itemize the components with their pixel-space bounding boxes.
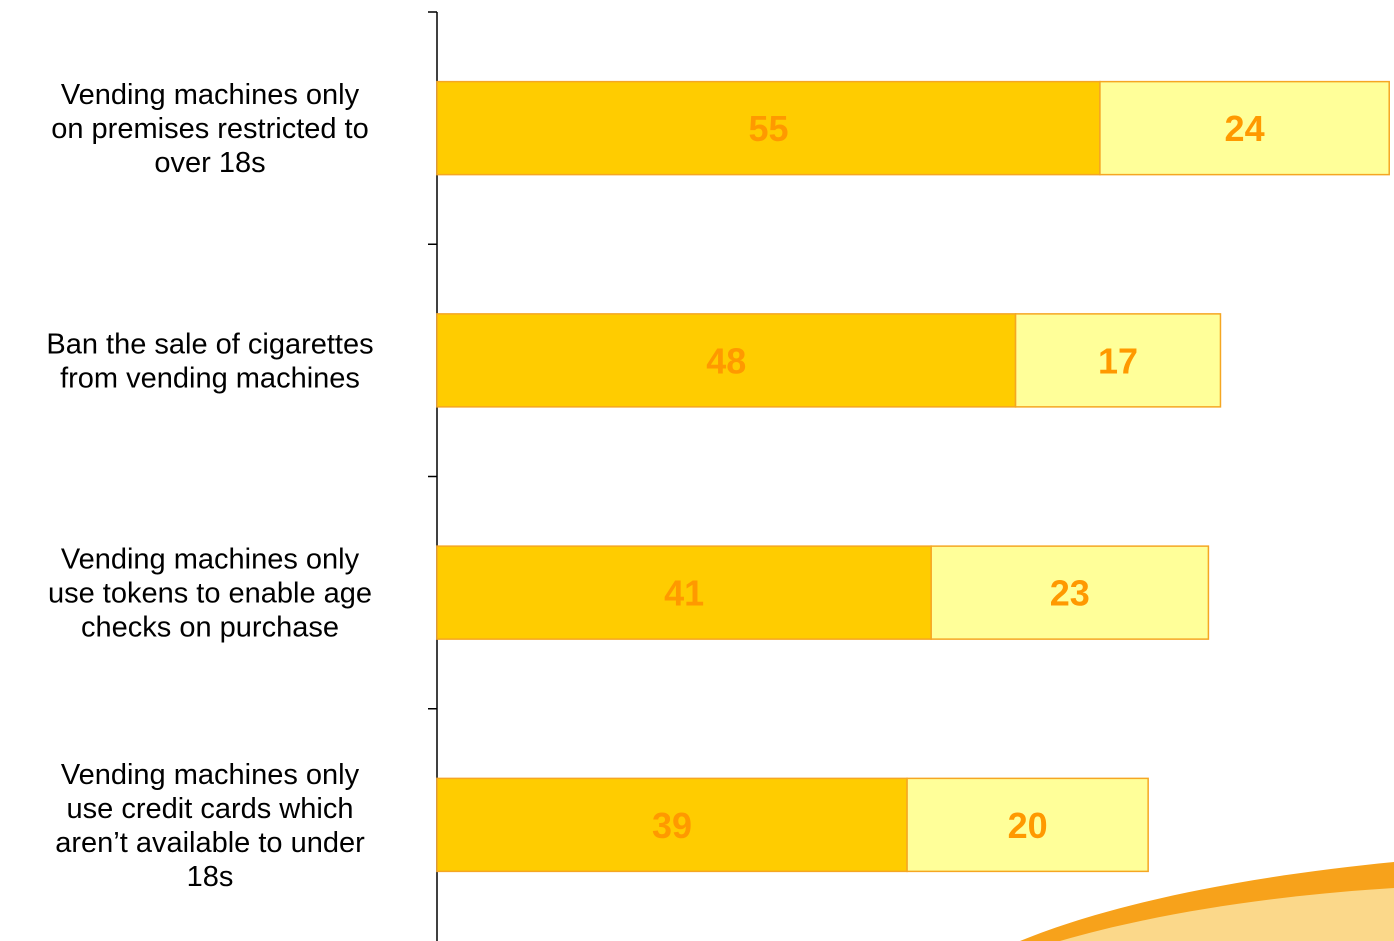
decorative-swoosh — [1020, 862, 1394, 941]
category-label-4: Vending machines only use credit cards wh… — [55, 759, 365, 893]
category-label-2: Ban the sale of cigarettes from vending m… — [46, 328, 373, 394]
category-label-line: from vending machines — [60, 362, 360, 394]
category-label-line: over 18s — [154, 147, 265, 179]
data-label-series-2-cat-2: 17 — [1098, 340, 1138, 381]
bar-series-2-cat-1 — [1099, 80, 1390, 176]
bar-series-1-cat-4 — [436, 777, 908, 873]
bar-series-2-cat-4 — [906, 777, 1149, 873]
bar-series-2-cat-2 — [1014, 313, 1222, 408]
category-label-line: Ban the sale of cigarettes — [46, 328, 373, 360]
bar-series-1-cat-1 — [436, 80, 1101, 176]
category-label-3: Vending machines only use tokens to enabl… — [48, 544, 372, 644]
category-label-line: 18s — [187, 861, 234, 893]
category-label-line: aren’t available to under — [55, 827, 365, 859]
data-label-series-1-cat-3: 41 — [664, 573, 704, 614]
category-label-line: use credit cards which — [67, 793, 354, 825]
data-label-series-2-cat-1: 24 — [1225, 108, 1265, 149]
category-label-line: Vending machines only — [61, 759, 360, 791]
data-label-series-1-cat-2: 48 — [706, 340, 746, 381]
category-label-line: Vending machines only — [61, 79, 360, 111]
category-label-line: on premises restricted to — [51, 113, 369, 145]
data-label-series-1-cat-1: 55 — [748, 108, 788, 149]
category-label-line: Vending machines only — [61, 544, 360, 576]
data-label-series-2-cat-3: 23 — [1050, 573, 1090, 614]
data-label-series-2-cat-4: 20 — [1008, 805, 1048, 846]
bar-series-1-cat-2 — [436, 313, 1017, 408]
category-label-line: checks on purchase — [81, 612, 339, 644]
data-label-series-1-cat-4: 39 — [652, 805, 692, 846]
bar-series-1-cat-3 — [436, 545, 932, 640]
category-label-line: use tokens to enable age — [48, 578, 372, 610]
category-label-1: Vending machines only on premises restric… — [51, 79, 369, 179]
bar-series-2-cat-3 — [930, 545, 1210, 640]
